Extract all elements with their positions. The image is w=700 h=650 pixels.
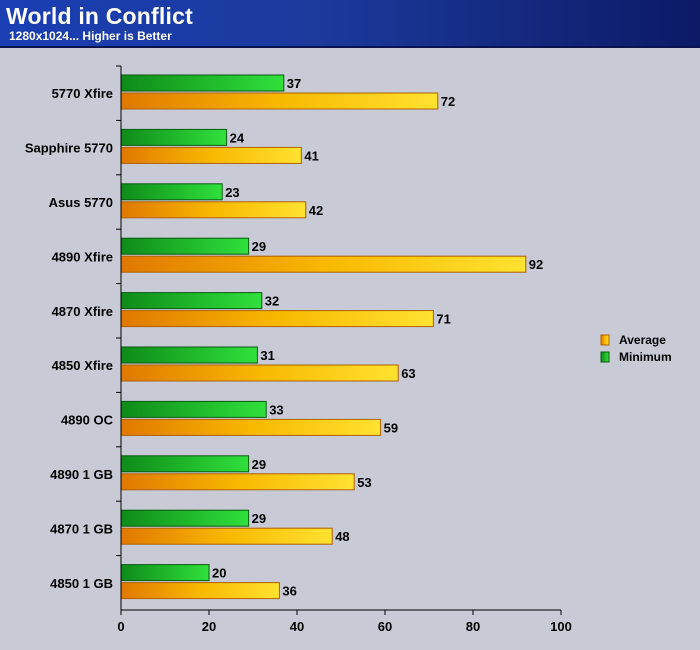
title-banner: World in Conflict 1280x1024... Higher is… xyxy=(0,0,700,48)
bar-average xyxy=(120,527,333,545)
bar-average xyxy=(120,310,434,328)
data-label-average: 41 xyxy=(304,148,318,163)
x-tick-label: 20 xyxy=(202,619,216,634)
chart-title: World in Conflict xyxy=(6,3,193,29)
bar-minimum xyxy=(120,400,267,418)
x-tick-label: 100 xyxy=(550,619,572,634)
chart-subtitle: 1280x1024... Higher is Better xyxy=(9,29,172,43)
data-label-average: 72 xyxy=(441,94,455,109)
bar-minimum xyxy=(120,346,258,364)
bar-minimum xyxy=(120,237,250,255)
bar-minimum xyxy=(120,74,285,92)
category-label: 5770 Xfire xyxy=(52,86,113,101)
x-tick-label: 60 xyxy=(378,619,392,634)
data-label-minimum: 23 xyxy=(225,185,239,200)
legend-label-minimum: Minimum xyxy=(619,350,672,364)
data-label-minimum: 24 xyxy=(230,130,245,145)
category-label: 4890 OC xyxy=(61,413,114,428)
bar-average xyxy=(120,364,399,382)
bar-average xyxy=(120,473,355,491)
bar-minimum xyxy=(120,564,210,582)
data-label-minimum: 31 xyxy=(260,348,274,363)
data-label-minimum: 37 xyxy=(287,76,301,91)
category-label: 4850 Xfire xyxy=(52,358,113,373)
data-label-minimum: 20 xyxy=(212,566,226,581)
data-label-average: 36 xyxy=(282,584,296,599)
data-label-average: 42 xyxy=(309,203,323,218)
data-label-minimum: 29 xyxy=(252,457,266,472)
x-tick-label: 40 xyxy=(290,619,304,634)
bar-minimum xyxy=(120,509,250,527)
bar-minimum xyxy=(120,183,223,201)
legend-swatch-average xyxy=(600,334,610,346)
data-label-average: 92 xyxy=(529,257,543,272)
legend-label-average: Average xyxy=(619,333,666,347)
category-label: Asus 5770 xyxy=(49,195,113,210)
category-label: 4870 Xfire xyxy=(52,304,113,319)
x-tick-label: 0 xyxy=(117,619,124,634)
bar-average xyxy=(120,201,307,219)
data-label-average: 63 xyxy=(401,366,415,381)
data-label-minimum: 33 xyxy=(269,402,283,417)
category-label: 4850 1 GB xyxy=(50,576,113,591)
data-label-average: 48 xyxy=(335,529,349,544)
legend-swatch-minimum xyxy=(600,351,610,363)
bar-minimum xyxy=(120,292,263,310)
data-label-minimum: 29 xyxy=(252,511,266,526)
legend: Average Minimum xyxy=(600,333,672,364)
category-label: 4890 1 GB xyxy=(50,467,113,482)
bar-average xyxy=(120,255,527,273)
data-label-minimum: 32 xyxy=(265,294,279,309)
data-label-average: 71 xyxy=(436,312,450,327)
category-label: 4890 Xfire xyxy=(52,249,113,264)
category-label: 4870 1 GB xyxy=(50,521,113,536)
bar-average xyxy=(120,92,439,110)
bar-average xyxy=(120,418,382,436)
data-label-minimum: 29 xyxy=(252,239,266,254)
bar-average xyxy=(120,582,280,600)
x-tick-label: 80 xyxy=(466,619,480,634)
bar-minimum xyxy=(120,128,228,146)
data-label-average: 53 xyxy=(357,475,371,490)
plot-area: 5770 Xfire 37 72 Sapphire 5770 24 41 Asus 5770… xyxy=(25,65,572,634)
bar-average xyxy=(120,146,302,164)
bar-minimum xyxy=(120,455,250,473)
data-label-average: 59 xyxy=(384,420,398,435)
category-label: Sapphire 5770 xyxy=(25,141,113,156)
